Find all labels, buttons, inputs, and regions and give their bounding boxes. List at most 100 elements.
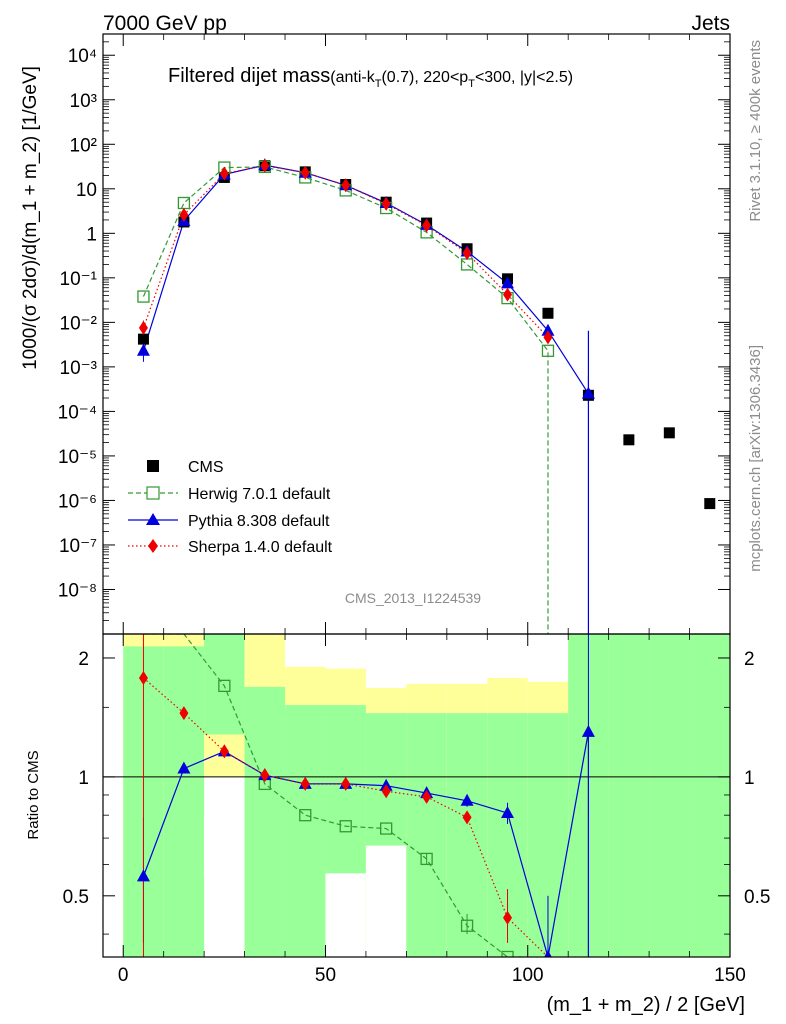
herwig-point: [218, 679, 231, 693]
band-inner: [608, 634, 650, 957]
header-right: Jets: [691, 12, 730, 35]
y-tick-label: 1: [86, 224, 97, 245]
sherpa-main-line: [142, 165, 549, 338]
sherpa-point: [503, 910, 513, 925]
sherpa-point: [462, 810, 472, 825]
pythia-point: [136, 869, 150, 882]
sherpa-point: [381, 196, 391, 211]
ratio-y-tick-label-right: 0.5: [744, 887, 770, 908]
x-tick-label: 100: [512, 965, 544, 986]
pythia-point: [177, 761, 191, 774]
sherpa-point: [543, 330, 553, 345]
herwig-point: [137, 290, 150, 303]
title-sub-t1: T: [375, 78, 382, 90]
legend-marker-herwig: [146, 486, 160, 500]
data-point: [542, 307, 554, 319]
ratio-y-tick-label: 2: [78, 649, 89, 670]
band-inner: [649, 634, 690, 957]
sherpa-point: [260, 768, 270, 783]
y-tick-label: 10⁻⁷: [59, 536, 97, 557]
title-sub-t2: T: [468, 78, 475, 90]
band-inner: [244, 686, 286, 957]
legend-marker-sherpa: [148, 539, 158, 553]
mcplots-label: mcplots.cern.ch [arXiv:1306.3436]: [747, 345, 764, 572]
axes: 10⁻⁸10⁻⁷10⁻⁶10⁻⁵10⁻⁴10⁻³10⁻²10⁻¹11010²10…: [58, 33, 770, 986]
band-inner: [406, 713, 447, 957]
pythia-point: [581, 724, 595, 737]
herwig-point: [501, 950, 514, 957]
band-inner: [285, 705, 326, 957]
legend-marker-pythia: [146, 513, 160, 525]
y-tick-label: 10⁻⁸: [58, 580, 97, 601]
x-axis-label: (m_1 + m_2) / 2 [GeV]: [547, 994, 745, 1016]
herwig-point: [299, 809, 312, 822]
title-sub-suffix: <300, |y|<2.5): [475, 69, 573, 86]
sherpa-point: [422, 218, 432, 233]
title-main: Filtered dijet mass: [168, 65, 330, 87]
band-gap: [325, 873, 366, 957]
sherpa-point: [341, 178, 351, 193]
ratio-y-tick-label-right: 2: [744, 649, 755, 670]
sherpa-point: [300, 165, 310, 180]
title-sub-prefix: (anti-k: [330, 69, 375, 86]
pythia-point: [581, 386, 595, 399]
data-point: [137, 333, 149, 345]
sherpa-point: [219, 744, 229, 759]
data-point: [623, 434, 635, 446]
pythia-main-line: [142, 164, 589, 395]
band-inner: [163, 646, 205, 957]
y-axis-label-ratio: Ratio to CMS: [25, 750, 42, 839]
sherpa-point: [138, 320, 148, 335]
ratio-panel: [103, 634, 730, 957]
herwig-point: [339, 820, 352, 833]
data-point: [704, 498, 716, 510]
legend-marker-cms: [147, 460, 159, 472]
band-inner: [204, 634, 245, 735]
pythia-point: [501, 806, 515, 819]
sherpa-point: [341, 776, 351, 791]
ratio-y-tick-label-right: 1: [744, 768, 755, 789]
y-tick-label: 10³: [70, 91, 97, 112]
y-axis-label-main: 1000/(σ 2dσ)/d(m_1 + m_2) [1/GeV]: [20, 66, 41, 370]
x-tick-label: 50: [315, 965, 336, 986]
pythia-point: [541, 323, 555, 336]
herwig-ratio-line: [143, 634, 528, 957]
plot-title: Filtered dijet mass(anti-kT(0.7), 220<pT…: [168, 65, 573, 90]
legend-label-sherpa: Sherpa 1.4.0 default: [188, 539, 333, 556]
y-tick-label: 10⁻⁶: [58, 491, 97, 512]
band-gap: [204, 815, 245, 877]
y-tick-label: 10: [76, 180, 97, 201]
legend-label-herwig: Herwig 7.0.1 default: [188, 486, 331, 503]
x-tick-label: 150: [714, 965, 746, 986]
pythia-point: [460, 793, 474, 806]
sherpa-point: [219, 166, 229, 181]
herwig-point: [420, 852, 433, 866]
band-gap: [365, 845, 407, 957]
header-left: 7000 GeV pp: [103, 12, 227, 35]
sherpa-point: [381, 784, 391, 799]
pythia-point: [501, 276, 515, 289]
sherpa-point: [300, 776, 310, 791]
x-tick-label: 0: [118, 965, 129, 986]
y-tick-label: 10⁻¹: [60, 269, 98, 290]
sherpa-point: [138, 670, 148, 685]
sherpa-ratio-line: [143, 677, 549, 957]
herwig-point: [460, 919, 474, 932]
analysis-id: CMS_2013_I1224539: [345, 590, 481, 606]
legend-label-cms: CMS: [188, 459, 224, 476]
data-point: [663, 427, 675, 439]
herwig-main-line: [142, 166, 549, 634]
y-tick-label: 10⁴: [68, 46, 97, 67]
sherpa-point: [503, 287, 513, 302]
pythia-point: [544, 950, 552, 957]
main-panel: [136, 158, 716, 634]
title-sub-mid: (0.7), 220<p: [381, 69, 468, 86]
sherpa-point: [422, 789, 432, 804]
legend-label-pythia: Pythia 8.308 default: [188, 513, 330, 530]
herwig-point: [380, 822, 393, 835]
sherpa-point: [260, 158, 270, 173]
pythia-point: [136, 343, 150, 356]
herwig-point: [541, 344, 555, 357]
sherpa-point: [179, 706, 189, 721]
